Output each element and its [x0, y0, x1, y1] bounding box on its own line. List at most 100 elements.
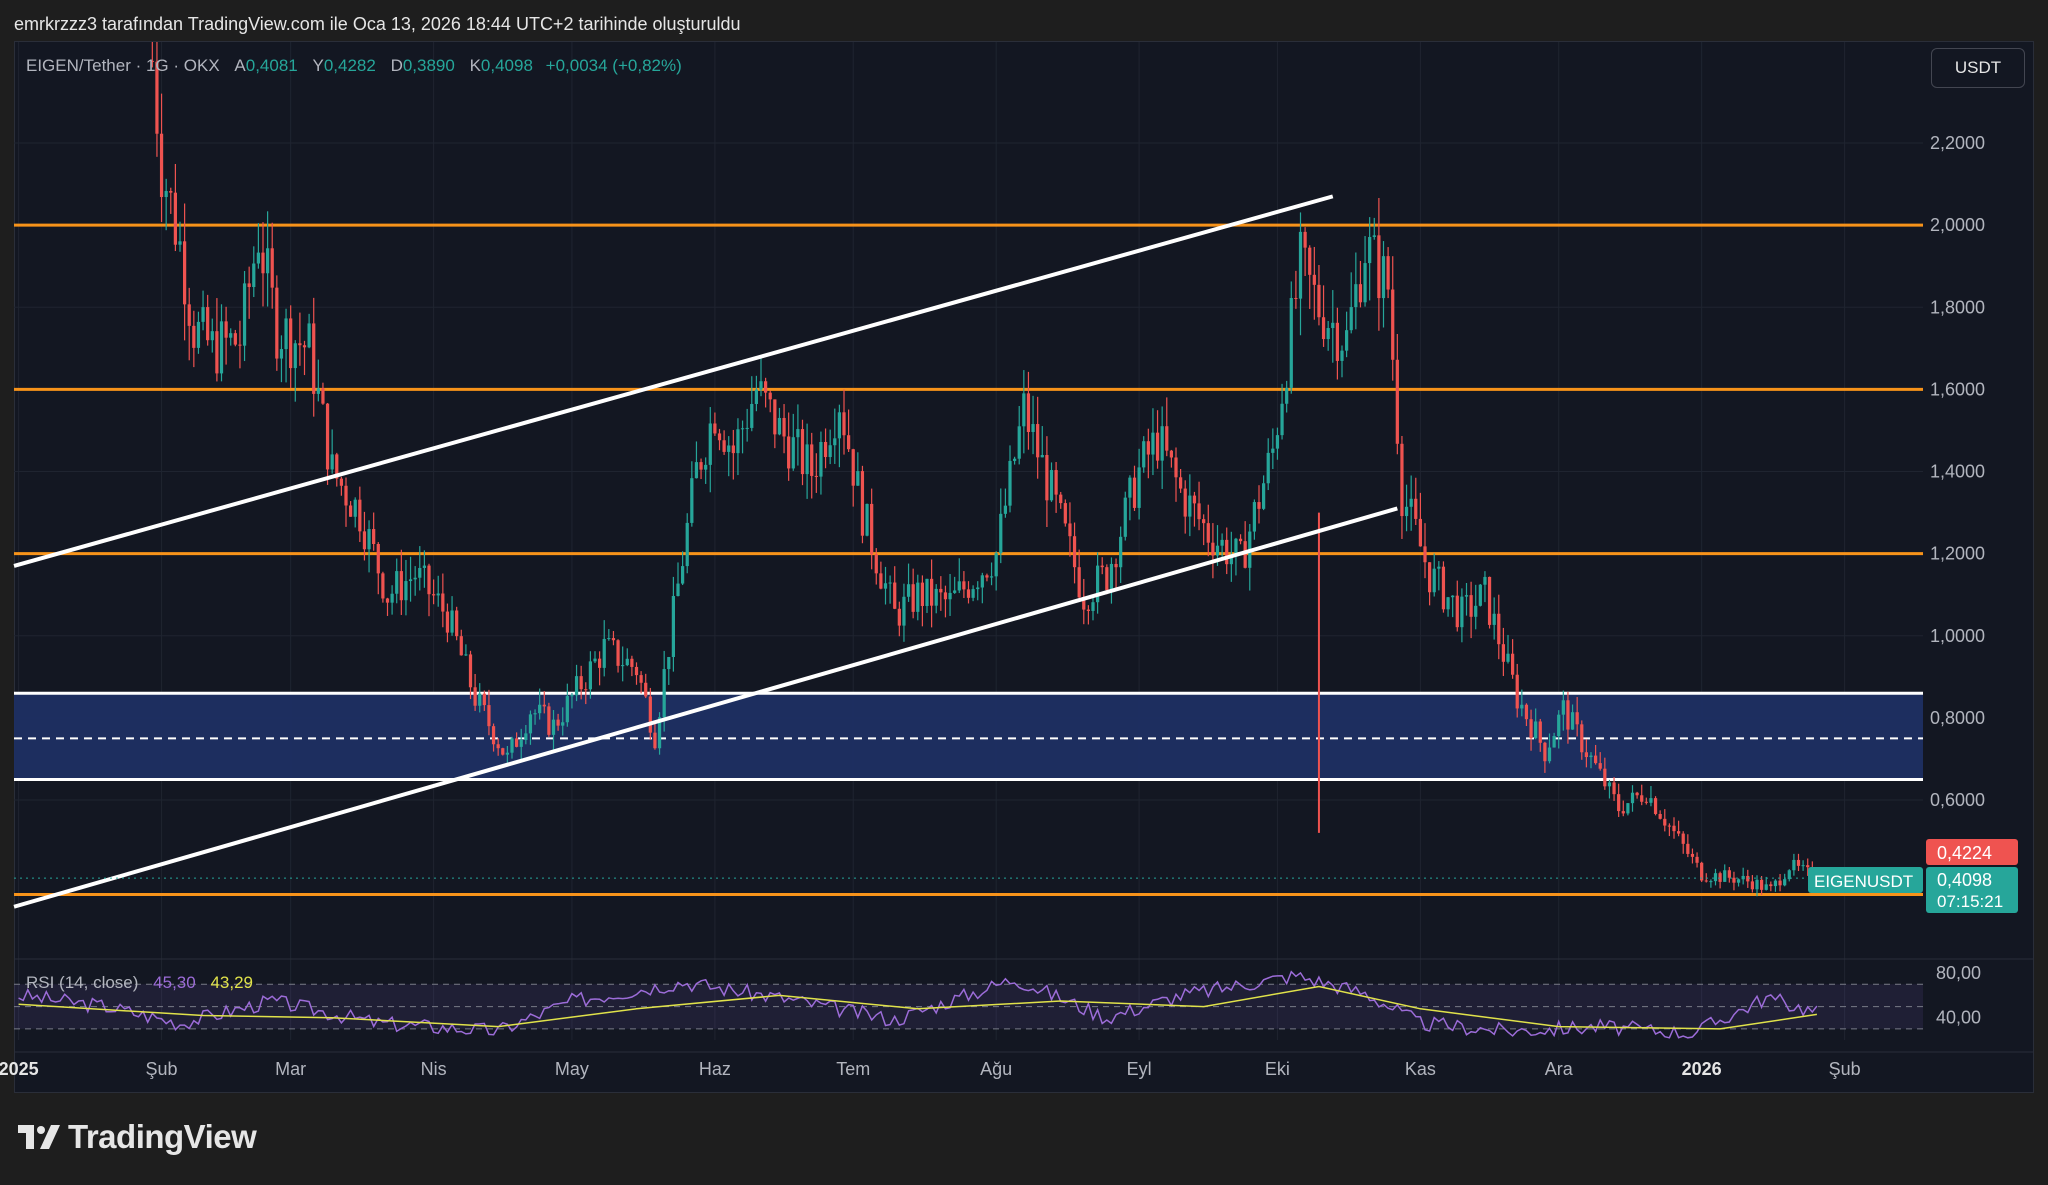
- candle-body: [1386, 256, 1390, 290]
- low-label: D: [390, 56, 403, 75]
- candle-body: [671, 596, 676, 658]
- candle-body: [1123, 497, 1127, 537]
- candle-body: [874, 554, 878, 574]
- candle-body: [1649, 798, 1653, 803]
- candle-body: [238, 344, 242, 346]
- candle-body: [1225, 539, 1229, 565]
- candle-body: [1543, 742, 1547, 762]
- candle-body: [316, 388, 320, 394]
- rsi-axis-tick: 80,00: [1936, 963, 1981, 983]
- candle-body: [1792, 859, 1796, 871]
- time-axis-tick: May: [555, 1059, 589, 1079]
- candle-body: [1211, 542, 1215, 556]
- candle-body: [169, 190, 173, 193]
- tradingview-logo[interactable]: TradingView: [18, 1118, 257, 1156]
- candle-body: [906, 584, 911, 597]
- time-axis-tick: Kas: [1405, 1059, 1436, 1079]
- candle-body: [731, 445, 735, 454]
- candle-body: [279, 349, 284, 359]
- candle-body: [1165, 426, 1169, 451]
- candle-body: [1294, 297, 1298, 299]
- close-label: K: [469, 56, 481, 75]
- candle-body: [1238, 538, 1243, 542]
- candle-body: [1700, 862, 1704, 881]
- candle-body: [1510, 653, 1515, 675]
- candle-body: [1538, 721, 1542, 743]
- currency-button[interactable]: USDT: [1931, 48, 2025, 88]
- chart-frame[interactable]: [14, 41, 2034, 1093]
- candle-body: [215, 331, 219, 374]
- candle-body: [708, 423, 712, 465]
- candle-body: [1335, 322, 1340, 361]
- rsi-label[interactable]: RSI (14, close): [26, 973, 139, 992]
- candle-body: [1377, 235, 1381, 299]
- candle-body: [828, 445, 832, 458]
- candle-body: [1746, 875, 1750, 882]
- candle-body: [1261, 483, 1266, 509]
- candle-body: [1589, 755, 1593, 758]
- candle-body: [1769, 884, 1773, 887]
- rsi-legend: RSI (14, close) 45,30 43,29: [26, 973, 253, 993]
- candle-body: [588, 661, 593, 690]
- candle-body: [1234, 538, 1238, 555]
- candle-body: [800, 429, 805, 475]
- candle-body: [805, 444, 809, 475]
- candle-body: [1132, 477, 1137, 508]
- candle-body: [491, 726, 496, 745]
- candle-body: [1483, 576, 1487, 585]
- rsi-value: 45,30: [153, 973, 196, 992]
- candle-body: [1298, 231, 1303, 299]
- candle-body: [1022, 393, 1026, 427]
- candle-body: [1515, 674, 1519, 709]
- candle-body: [1012, 458, 1017, 461]
- candle-body: [916, 582, 920, 612]
- candle-body: [888, 582, 892, 584]
- candle-body: [344, 485, 348, 506]
- candle-body: [611, 638, 616, 641]
- close-value: 0,4098: [480, 56, 533, 75]
- candle-body: [634, 666, 639, 676]
- candle-body: [1524, 704, 1529, 720]
- candle-body: [1321, 317, 1326, 340]
- candle-body: [1220, 539, 1224, 546]
- candle-body: [579, 676, 583, 690]
- candle-body: [989, 576, 994, 578]
- candle-body: [1713, 873, 1718, 882]
- candle-body: [1690, 853, 1695, 857]
- candle-body: [307, 323, 311, 348]
- candle-body: [1257, 502, 1261, 509]
- candle-body: [1155, 432, 1160, 461]
- candle-body: [1547, 747, 1552, 762]
- candle-body: [1773, 880, 1778, 887]
- candle-body: [1082, 597, 1086, 610]
- candle-body: [722, 440, 726, 452]
- candle-body: [330, 454, 334, 470]
- candle-body: [694, 462, 699, 479]
- candle-body: [1663, 818, 1667, 826]
- candle-body: [353, 499, 357, 517]
- candle-body: [1630, 792, 1635, 804]
- candle-body: [925, 578, 929, 607]
- candle-body: [1806, 865, 1810, 868]
- candle-body: [1653, 798, 1658, 814]
- time-axis-tick: 2025: [0, 1059, 39, 1079]
- candle-body: [846, 435, 851, 450]
- candle-body: [713, 423, 717, 434]
- candle-body: [399, 571, 403, 601]
- candle-body: [385, 598, 390, 603]
- candle-body: [358, 499, 362, 532]
- candle-body: [1497, 613, 1501, 645]
- candle-body: [1049, 470, 1054, 501]
- symbol-label[interactable]: EIGEN/Tether · 1G · OKX: [26, 56, 220, 75]
- candle-body: [1391, 289, 1395, 360]
- candle-body: [1114, 563, 1118, 568]
- candle-body: [1331, 322, 1335, 329]
- price-axis-tick: 1,0000: [1930, 626, 1985, 646]
- price-axis-tick: 2,2000: [1930, 133, 1985, 153]
- candle-body: [201, 307, 205, 322]
- candle-body: [219, 321, 224, 374]
- candle-body: [431, 594, 436, 596]
- candle-body: [870, 503, 874, 555]
- last-price-tag-bg: [1926, 867, 2018, 913]
